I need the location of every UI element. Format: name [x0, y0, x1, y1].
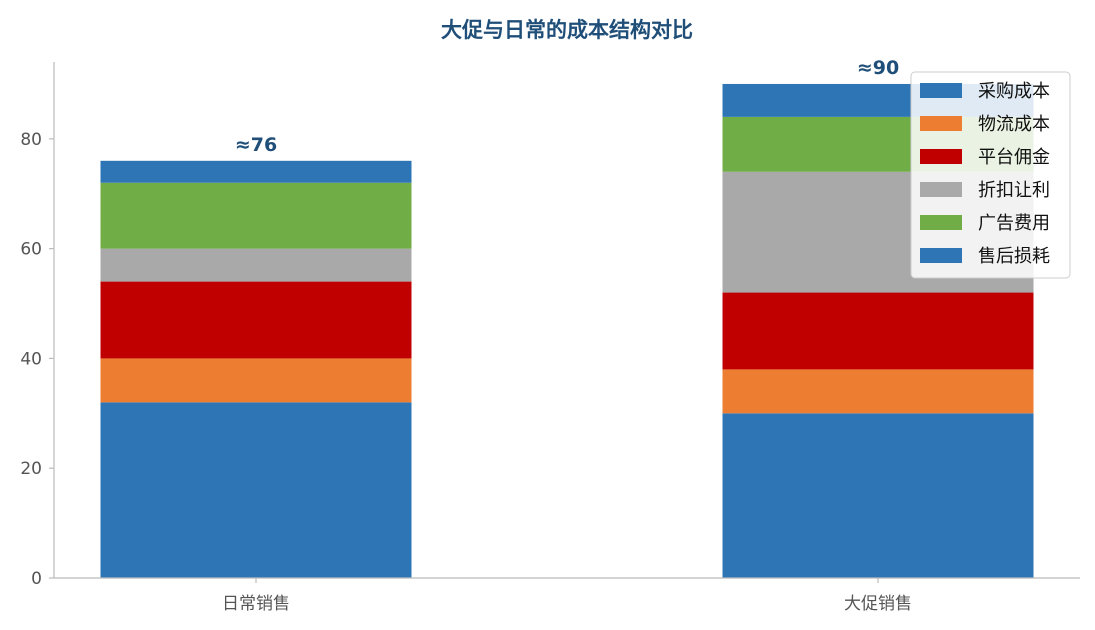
y-tick-label: 60	[20, 240, 42, 260]
legend-swatch	[920, 182, 962, 197]
bar-segment-0-2	[100, 281, 412, 359]
bar-segment-0-5	[100, 160, 412, 183]
legend-label: 广告费用	[978, 213, 1050, 234]
legend-label: 售后损耗	[978, 246, 1050, 267]
x-tick-label: 大促销售	[844, 594, 912, 614]
total-labels-layer: ≈76 ≈90	[235, 57, 899, 156]
bar-segment-0-4	[100, 182, 412, 249]
y-tick-label: 40	[20, 349, 42, 369]
bar-segment-1-0	[722, 413, 1034, 578]
y-tick-label: 0	[31, 569, 42, 589]
legend-swatch	[920, 215, 962, 230]
legend-swatch	[920, 116, 962, 131]
bar-segment-0-0	[100, 402, 412, 578]
legend-swatch	[920, 248, 962, 263]
legend-swatch	[920, 83, 962, 98]
bar-segment-0-3	[100, 248, 412, 282]
bar-segment-1-1	[722, 369, 1034, 414]
legend-label: 物流成本	[978, 114, 1050, 135]
legend-label: 采购成本	[978, 81, 1050, 102]
legend-swatch	[920, 149, 962, 164]
legend-label: 平台佣金	[978, 147, 1050, 168]
y-tick-label: 80	[20, 130, 42, 150]
bars-layer	[100, 83, 1034, 578]
bar-segment-0-1	[100, 358, 412, 403]
total-label: ≈76	[235, 134, 277, 156]
x-tick-label: 日常销售	[222, 594, 290, 614]
total-label: ≈90	[857, 57, 899, 79]
axes-layer: 0 20 40 60 80 日常销售 大促销售	[20, 62, 1080, 614]
legend-label: 折扣让利	[978, 180, 1050, 201]
y-tick-label: 20	[20, 459, 42, 479]
bar-segment-1-2	[722, 292, 1034, 370]
chart-title: 大促与日常的成本结构对比	[441, 18, 693, 42]
